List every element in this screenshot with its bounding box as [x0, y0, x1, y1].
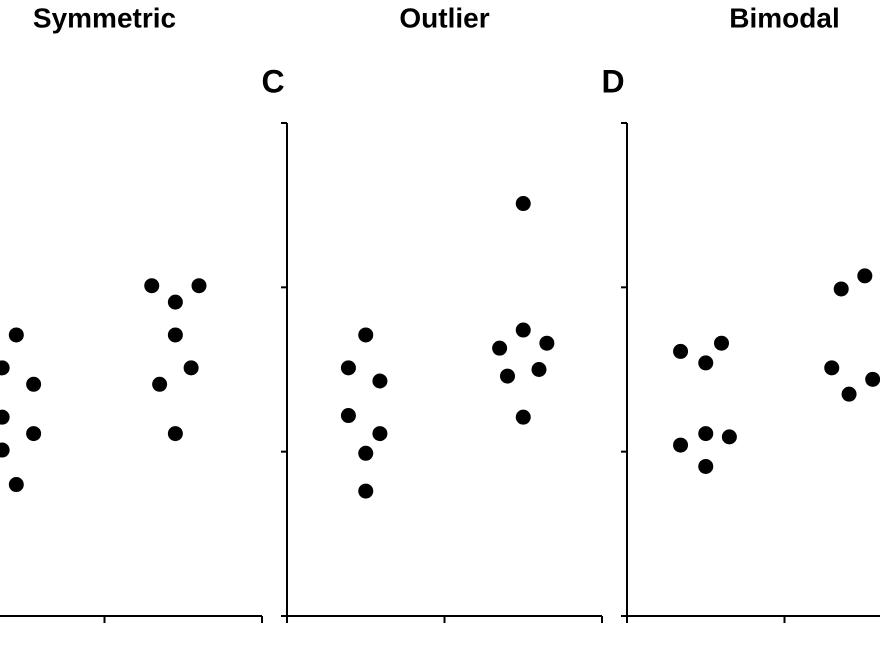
panel-label: D [601, 63, 624, 99]
dot [857, 268, 873, 284]
dot [531, 362, 547, 377]
dot [191, 278, 207, 294]
dot [698, 458, 714, 474]
dot [0, 409, 10, 425]
dot [833, 281, 849, 297]
dot [673, 343, 689, 359]
dot [144, 278, 160, 294]
panel-title: Bimodal [729, 2, 839, 33]
dot [500, 368, 515, 384]
dot [8, 327, 24, 343]
dot [721, 429, 737, 445]
dot [372, 426, 388, 442]
dot [26, 376, 42, 392]
dot [698, 355, 714, 371]
dot [515, 196, 531, 212]
dot [515, 409, 531, 425]
dot [0, 360, 10, 376]
dot [26, 426, 42, 442]
dot [698, 426, 714, 442]
dot [167, 327, 183, 343]
dot [539, 335, 555, 351]
dot [372, 373, 388, 389]
dot [167, 294, 183, 310]
dot [358, 445, 374, 461]
dot [340, 360, 356, 376]
dot [358, 483, 374, 499]
dot [673, 437, 689, 453]
dot [714, 335, 729, 351]
dot [167, 426, 183, 442]
dot [358, 327, 374, 343]
dot [865, 371, 880, 387]
dot [841, 386, 857, 402]
dot [0, 442, 10, 458]
dot [183, 360, 199, 376]
dot [515, 322, 531, 338]
dot [152, 376, 168, 392]
panel-title: Outlier [399, 2, 489, 33]
dot [824, 360, 840, 376]
dot [340, 408, 356, 424]
panel-title: Symmetric [33, 2, 176, 33]
dot [492, 340, 508, 356]
dot [8, 477, 24, 493]
panel-label: C [261, 63, 284, 99]
